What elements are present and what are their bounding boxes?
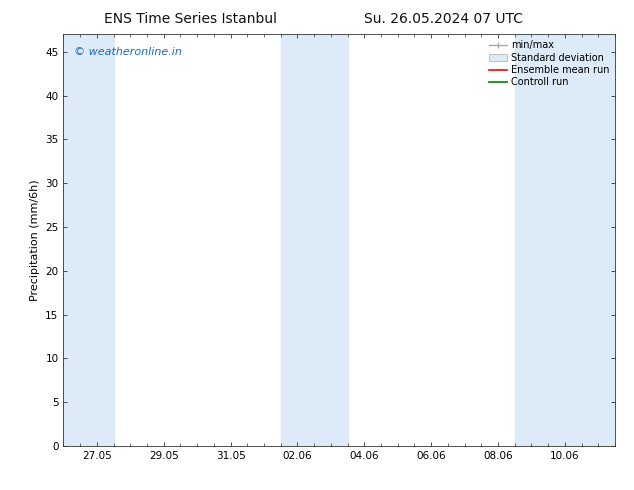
Bar — [515, 34, 615, 446]
Text: © weatheronline.in: © weatheronline.in — [74, 47, 183, 57]
Bar — [281, 34, 347, 446]
Text: Su. 26.05.2024 07 UTC: Su. 26.05.2024 07 UTC — [365, 12, 523, 26]
Bar — [63, 34, 113, 446]
Y-axis label: Precipitation (mm/6h): Precipitation (mm/6h) — [30, 179, 40, 301]
Text: ENS Time Series Istanbul: ENS Time Series Istanbul — [104, 12, 276, 26]
Legend: min/max, Standard deviation, Ensemble mean run, Controll run: min/max, Standard deviation, Ensemble me… — [486, 37, 612, 90]
